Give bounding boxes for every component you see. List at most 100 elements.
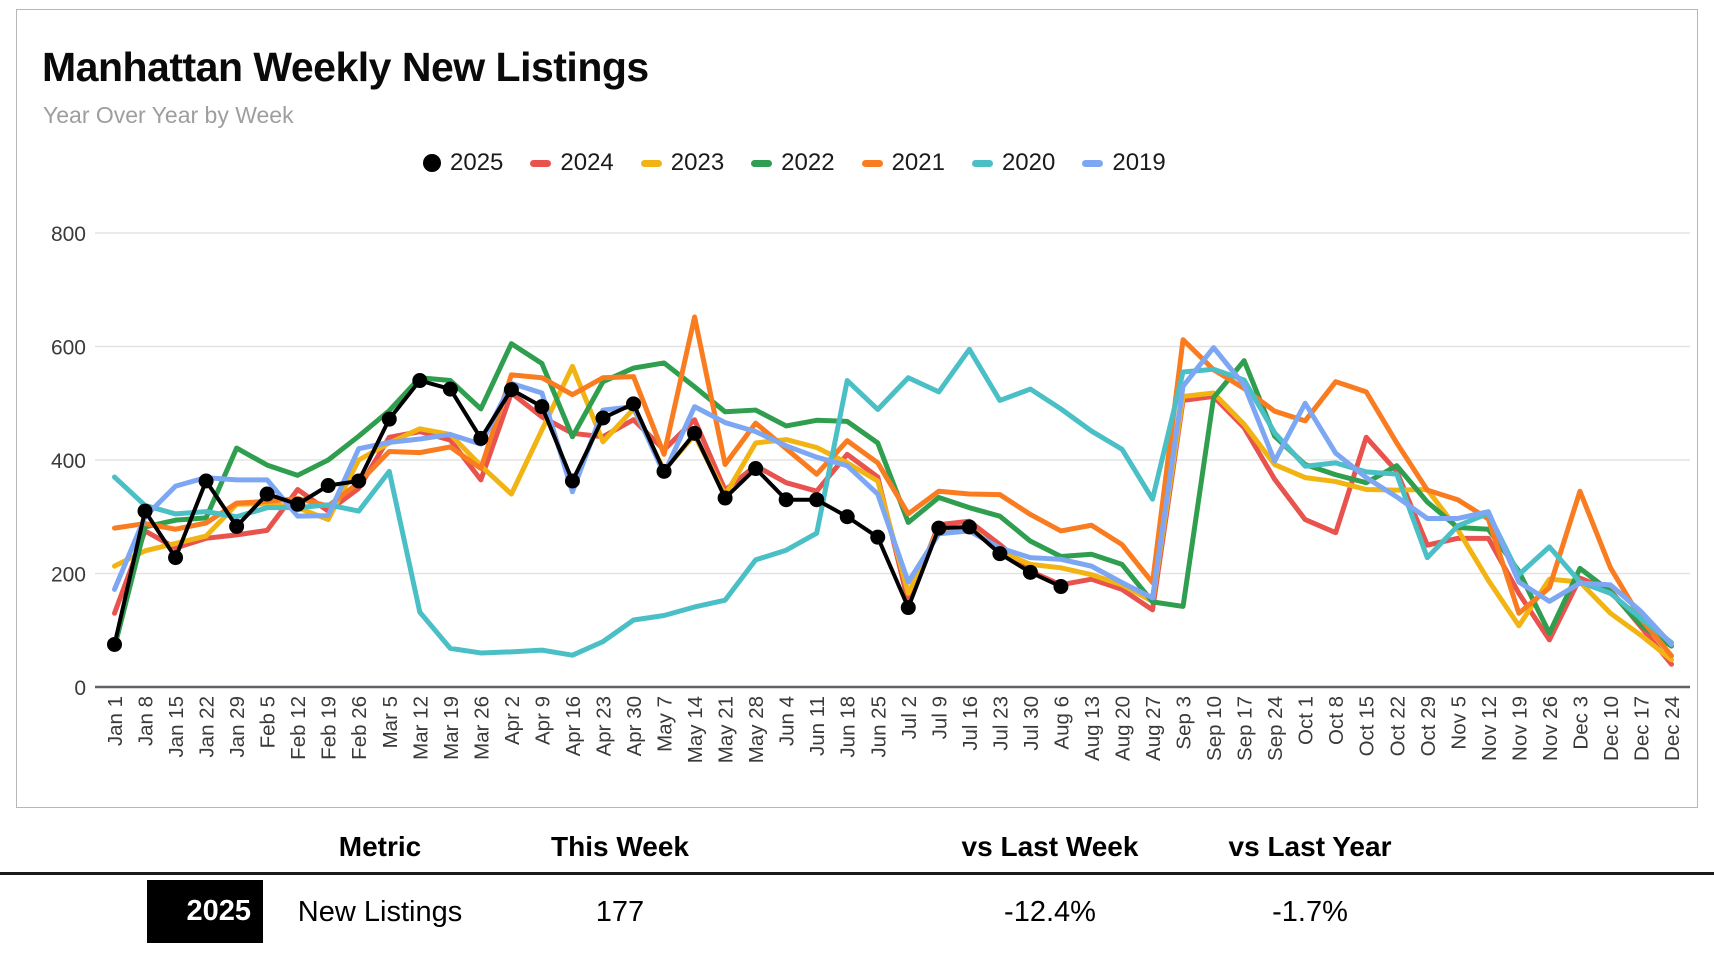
y-tick-label-0: 0	[74, 677, 86, 700]
x-tick-label-oct-29: Oct 29	[1417, 696, 1440, 756]
x-tick-label-feb-26: Feb 26	[348, 696, 371, 760]
series-2025-point-jul-23	[992, 546, 1008, 562]
legend-label-2022: 2022	[781, 149, 835, 176]
legend-swatch-2022	[751, 159, 773, 167]
x-tick-label-may-14: May 14	[684, 696, 707, 763]
page-title: Manhattan Weekly New Listings	[42, 44, 649, 90]
x-tick-label-oct-15: Oct 15	[1356, 696, 1379, 756]
chart-legend: 2025 2024 2023 2022 2021 2020 2019	[423, 149, 1166, 177]
series-2025-point-jan-8	[137, 503, 153, 519]
series-2025-point-mar-5	[381, 411, 397, 427]
series-2025-point-jul-9	[931, 520, 947, 536]
series-2025-point-apr-9	[534, 399, 550, 415]
y-tick-label-200: 200	[51, 564, 86, 587]
series-2019-line	[112, 345, 1675, 647]
x-tick-label-jul-2: Jul 2	[898, 696, 921, 739]
x-tick-label-may-7: May 7	[654, 696, 677, 752]
legend-item-2019[interactable]: 2019	[1082, 149, 1166, 177]
x-tick-label-aug-27: Aug 27	[1142, 696, 1165, 761]
legend-item-2020[interactable]: 2020	[971, 149, 1055, 177]
table-cell-metric: New Listings	[297, 896, 463, 928]
series-2025-point-apr-30	[626, 396, 642, 412]
x-tick-label-jan-8: Jan 8	[135, 696, 158, 746]
legend-label-2019: 2019	[1112, 149, 1166, 176]
legend-swatch-2021	[861, 159, 883, 167]
x-tick-label-jun-25: Jun 25	[867, 696, 890, 758]
x-tick-label-jul-16: Jul 16	[959, 696, 982, 751]
x-tick-label-oct-1: Oct 1	[1295, 696, 1318, 745]
series-2025-point-mar-26	[473, 430, 489, 446]
x-tick-label-apr-2: Apr 2	[501, 696, 524, 745]
x-tick-label-sep-3: Sep 3	[1173, 696, 1196, 750]
x-tick-label-feb-19: Feb 19	[318, 696, 341, 760]
series-2025-point-jul-30	[1022, 564, 1038, 580]
series-2025-point-apr-16	[564, 473, 580, 489]
x-tick-label-jul-30: Jul 30	[1020, 696, 1043, 751]
x-tick-label-apr-30: Apr 30	[623, 696, 646, 756]
series-2019	[112, 345, 1675, 647]
x-tick-label-dec-10: Dec 10	[1600, 696, 1623, 761]
series-2025-point-jan-22	[198, 473, 214, 489]
x-tick-label-jan-15: Jan 15	[165, 696, 188, 758]
chart-card	[16, 9, 1698, 808]
series-2025-point-jun-18	[839, 509, 855, 525]
legend-item-2025[interactable]: 2025	[423, 149, 503, 177]
x-tick-label-jan-22: Jan 22	[196, 696, 219, 758]
table-cell-this-week: 177	[595, 896, 645, 928]
series-2025-point-jul-2	[900, 600, 916, 616]
table-header-metric: Metric	[338, 831, 422, 862]
series-2025-point-mar-19	[442, 381, 458, 397]
series-2025-point-may-28	[748, 461, 764, 477]
series-2021	[112, 314, 1675, 659]
x-tick-label-mar-26: Mar 26	[470, 696, 493, 760]
legend-item-2022[interactable]: 2022	[751, 149, 835, 177]
legend-label-2023: 2023	[670, 149, 725, 176]
legend-item-2024[interactable]: 2024	[530, 149, 614, 177]
series-2025	[107, 373, 1069, 652]
legend-swatch-2019	[1082, 159, 1104, 167]
series-2025-point-mar-12	[412, 373, 428, 389]
x-tick-label-mar-12: Mar 12	[409, 696, 432, 760]
x-tick-label-sep-10: Sep 10	[1203, 696, 1226, 761]
series-2022-line	[112, 341, 1675, 650]
y-tick-label-400: 400	[51, 450, 86, 473]
x-tick-label-oct-8: Oct 8	[1325, 696, 1348, 745]
x-tick-label-dec-17: Dec 17	[1631, 696, 1654, 761]
series-2025-point-jan-1	[107, 636, 122, 652]
series-2025-point-apr-23	[595, 410, 611, 426]
x-tick-label-nov-12: Nov 12	[1478, 696, 1501, 761]
x-tick-label-jan-29: Jan 29	[226, 696, 249, 758]
series-2025-point-aug-6	[1053, 579, 1069, 595]
x-tick-label-feb-12: Feb 12	[287, 696, 310, 760]
x-tick-label-sep-17: Sep 17	[1234, 696, 1257, 761]
legend-item-2021[interactable]: 2021	[861, 149, 945, 177]
x-tick-label-sep-24: Sep 24	[1264, 696, 1287, 761]
line-chart: 0 200 400 600 800 Jan 1 Jan 8 Jan 15 Jan 22 Jan 2…	[51, 223, 1690, 763]
table-header-vs-last-week: vs Last Week	[961, 831, 1139, 862]
series-2025-point-feb-12	[290, 496, 306, 512]
series-2025-point-jan-29	[229, 518, 245, 534]
y-tick-label-800: 800	[51, 223, 86, 246]
x-tick-label-jun-4: Jun 4	[776, 696, 799, 746]
table-header-this-week: This Week	[551, 831, 689, 862]
series-2025-point-jun-11	[809, 492, 825, 508]
legend-swatch-2025	[423, 154, 441, 172]
x-tick-label-may-21: May 21	[715, 696, 738, 763]
legend-item-2023[interactable]: 2023	[640, 149, 725, 177]
legend-swatch-2023	[640, 159, 662, 167]
table-header-vs-last-year: vs Last Year	[1228, 831, 1392, 862]
x-tick-label-aug-6: Aug 6	[1050, 696, 1073, 750]
series-2025-point-jan-15	[168, 550, 184, 566]
series-2021-line	[112, 314, 1675, 659]
x-tick-label-aug-20: Aug 20	[1111, 696, 1134, 761]
x-tick-label-dec-24: Dec 24	[1661, 696, 1684, 761]
legend-swatch-2024	[530, 159, 552, 167]
series-2025-point-jun-4	[778, 492, 794, 508]
series-2025-point-may-7	[656, 463, 672, 479]
series-2020-line	[112, 346, 1675, 658]
legend-label-2021: 2021	[891, 149, 945, 176]
x-tick-label-mar-5: Mar 5	[379, 696, 402, 748]
x-tick-label-jun-18: Jun 18	[837, 696, 860, 758]
series-2025-point-jun-25	[870, 529, 886, 545]
x-tick-label-aug-13: Aug 13	[1081, 696, 1104, 761]
